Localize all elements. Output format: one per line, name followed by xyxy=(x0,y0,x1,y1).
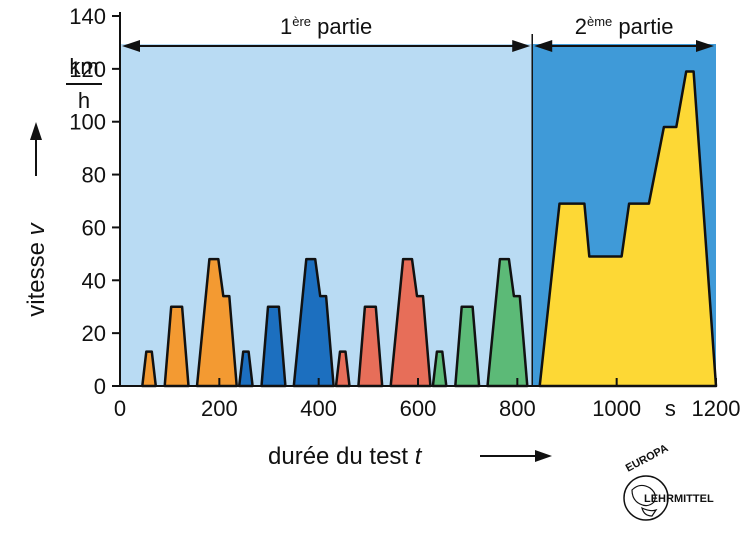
series-group xyxy=(141,70,718,388)
part-arrow-head-right xyxy=(696,40,714,52)
x-tick-label: 600 xyxy=(400,396,437,421)
y-axis-label-var: v xyxy=(23,221,50,235)
part-arrow-head-left xyxy=(534,40,553,52)
y-axis-ticks: 0 20 40 60 80 100 120 140 xyxy=(69,4,120,399)
logo-text-bottom: LEHRMITTEL xyxy=(644,493,714,505)
x-tick-label: 1000 xyxy=(592,396,641,421)
part-arrow-head-left xyxy=(122,40,140,52)
x-tick-label: 800 xyxy=(499,396,536,421)
part-label-2: 2ème partie xyxy=(575,14,674,39)
y-axis-unit-bottom: h xyxy=(78,88,90,113)
globe-icon xyxy=(623,475,669,521)
speed-profile-13 xyxy=(538,70,718,388)
x-tick-label: 400 xyxy=(300,396,337,421)
y-tick-label: 140 xyxy=(69,4,106,29)
globe-continents xyxy=(631,484,658,517)
y-tick-label: 100 xyxy=(69,110,106,135)
logo-text-top: EUROPA xyxy=(624,442,671,474)
x-axis-label-arrow xyxy=(480,450,552,462)
x-axis-ticks: 0 200 400 600 800 1000 1200 xyxy=(114,378,741,421)
europa-lehrmittel-logo: EUROPA LEHRMITTEL xyxy=(623,442,714,521)
y-tick-label: 20 xyxy=(82,321,106,346)
x-tick-label: 200 xyxy=(201,396,238,421)
x-axis-label-text: durée du test xyxy=(268,443,408,470)
part-labels: 1ère partie 2ème partie xyxy=(122,14,714,52)
x-axis-label-var: t xyxy=(415,443,423,470)
x-tick-label: 0 xyxy=(114,396,126,421)
y-tick-label: 80 xyxy=(82,163,106,188)
y-axis-label-text: vitesse xyxy=(23,242,50,317)
part-label-1: 1ère partie xyxy=(280,14,372,39)
y-axis-label: vitesse v xyxy=(23,221,50,316)
x-axis-unit: s xyxy=(665,396,676,421)
y-tick-label: 120 xyxy=(69,57,106,82)
y-axis-unit-top: km xyxy=(69,54,98,79)
y-tick-label: 0 xyxy=(94,374,106,399)
part-arrow-head-right xyxy=(512,40,531,52)
y-tick-label: 60 xyxy=(82,215,106,240)
y-axis-label-arrow xyxy=(30,122,42,176)
x-axis-label: durée du test t xyxy=(268,443,423,470)
x-tick-label: 1200 xyxy=(692,396,741,421)
y-tick-label: 40 xyxy=(82,268,106,293)
